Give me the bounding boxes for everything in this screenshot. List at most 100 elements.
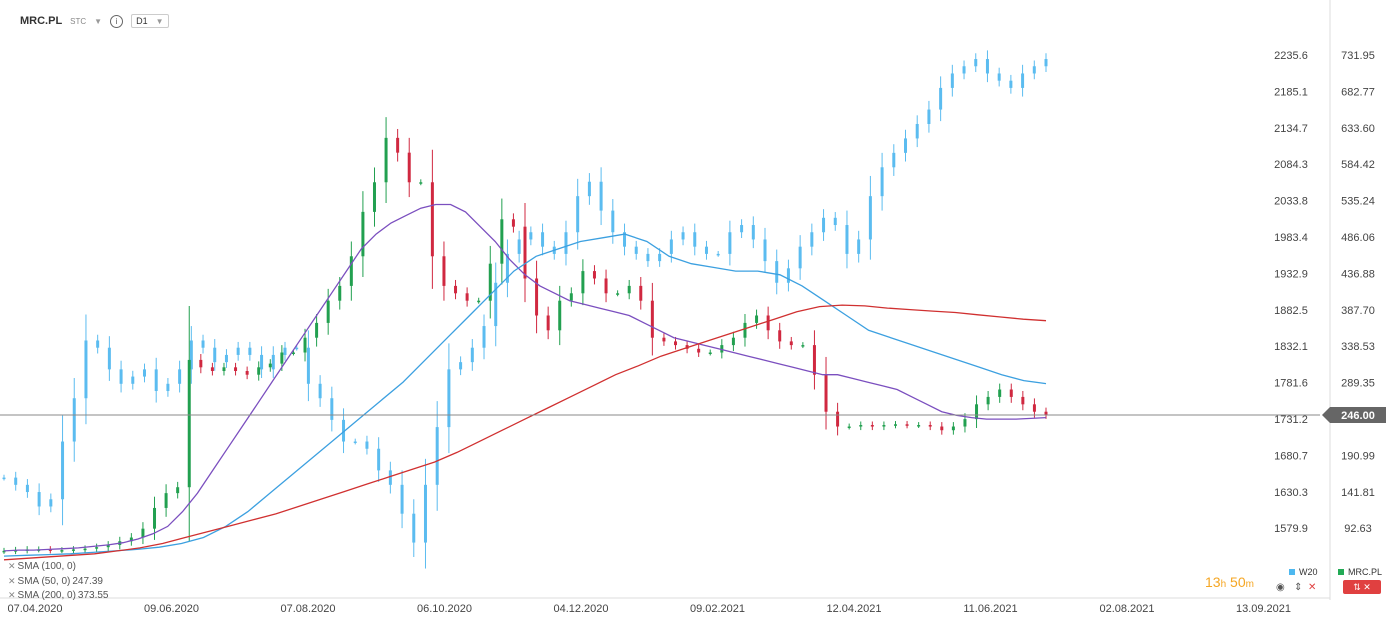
x-axis: 07.04.2020 09.06.2020 07.08.2020 06.10.2020… [0, 597, 1330, 615]
candle-body [599, 181, 603, 211]
candle-body [535, 278, 539, 316]
candle-body [786, 268, 790, 283]
candle-body [164, 493, 168, 508]
candle-body [905, 424, 909, 426]
candle-body [728, 232, 732, 254]
candle-body [326, 300, 330, 323]
candle-body [751, 225, 755, 240]
remove-instrument-button[interactable]: ⇅ ✕ [1343, 580, 1381, 594]
close-icon[interactable]: ✕ [1308, 582, 1317, 593]
candle-body [2, 550, 6, 553]
candle-body [260, 354, 264, 370]
candle-body [372, 182, 376, 212]
candle-body [488, 263, 492, 301]
reorder-icon[interactable]: ⇕ [1294, 582, 1303, 593]
candle-body [49, 499, 53, 507]
candle-body [142, 369, 146, 377]
candle-body [2, 477, 6, 480]
candle-body [576, 196, 580, 233]
candle-body [84, 340, 88, 399]
indicator-sma200[interactable]: ✕ SMA (200, 0) 373.55 [8, 590, 109, 601]
candle-body [755, 315, 759, 323]
w20-candles [2, 50, 1048, 569]
close-icon[interactable]: ✕ [8, 576, 16, 586]
candle-body [95, 547, 99, 549]
candle-body [558, 300, 562, 331]
candle-body [37, 492, 41, 507]
candle-body [893, 424, 897, 426]
candle-body [974, 59, 978, 67]
x-tick-label: 13.09.2021 [1236, 603, 1291, 615]
y-right-tick-label: 92.63 [1344, 523, 1372, 535]
candle-body [870, 425, 874, 427]
y-right-tick-label: 289.35 [1341, 378, 1375, 390]
candle-body [318, 383, 322, 399]
candle-body [315, 322, 319, 338]
candle-body [224, 354, 228, 363]
timer-m: m [1245, 579, 1254, 590]
candle-body [201, 340, 205, 348]
y-left-tick-label: 1882.5 [1274, 305, 1308, 317]
y-right-tick-label: 338.53 [1341, 341, 1375, 353]
y-right-tick-label: 584.42 [1341, 159, 1375, 171]
candle-body [824, 374, 828, 412]
candle-body [459, 362, 463, 370]
candle-body [650, 300, 654, 338]
candle-body [271, 354, 275, 370]
y-right-tick-label: 535.24 [1341, 196, 1375, 208]
candle-body [419, 182, 423, 184]
x-tick-label: 07.04.2020 [7, 603, 62, 615]
candle-body [342, 419, 346, 442]
sma-lines [3, 203, 1047, 561]
candle-body [685, 345, 689, 349]
candle-body [592, 271, 596, 279]
close-icon[interactable]: ✕ [8, 561, 16, 571]
candle-body [587, 181, 591, 197]
timer-minutes: 50 [1230, 574, 1246, 590]
legend-mrc[interactable]: MRC.PL [1338, 567, 1382, 577]
y-right-tick-label: 141.81 [1341, 487, 1375, 499]
candle-body [500, 219, 504, 264]
y-right-tick-label: 436.88 [1341, 268, 1375, 280]
y-axis-right: 731.95 682.77 633.60 584.42 535.24 486.06 436.… [1341, 50, 1375, 535]
y-right-tick-label: 190.99 [1341, 450, 1375, 462]
eye-icon[interactable]: ◉ [1276, 582, 1285, 593]
candle-body [985, 59, 989, 74]
x-tick-label: 02.08.2021 [1099, 603, 1154, 615]
candle-body [975, 404, 979, 420]
candle-body [740, 225, 744, 233]
indicator-sma100[interactable]: ✕ SMA (100, 0) [8, 561, 78, 572]
chevron-down-icon: ▼ [155, 16, 164, 26]
info-icon[interactable]: i [110, 14, 124, 28]
candle-body [604, 278, 608, 294]
symbol-label[interactable]: MRC.PL [20, 15, 63, 27]
x-tick-label: 06.10.2020 [417, 603, 472, 615]
indicator-sma50[interactable]: ✕ SMA (50, 0) 247.39 [8, 576, 103, 587]
candle-body [199, 359, 203, 368]
legend-w20[interactable]: W20 [1289, 567, 1318, 577]
candle-body [1044, 411, 1048, 415]
sma-line-1 [3, 203, 1047, 552]
x-tick-label: 09.02.2021 [690, 603, 745, 615]
candle-body [810, 232, 814, 247]
timeframe-select[interactable]: D1 ▼ [131, 14, 169, 28]
instrument-type: STC [70, 16, 87, 26]
x-tick-label: 04.12.2020 [553, 603, 608, 615]
candle-body [178, 369, 182, 384]
svg-text:246.00: 246.00 [1341, 410, 1375, 422]
y-right-tick-label: 633.60 [1341, 123, 1375, 135]
candle-body [986, 396, 990, 405]
candle-body [1044, 59, 1048, 67]
close-icon[interactable]: ✕ [8, 590, 16, 600]
candle-body [801, 345, 805, 347]
candle-body [291, 352, 295, 355]
timeframe-value: D1 [136, 16, 148, 26]
candle-body [541, 232, 545, 247]
timer-h: h [1220, 579, 1227, 590]
candle-body [1032, 66, 1036, 74]
candle-body [658, 253, 662, 262]
legend-label: W20 [1299, 567, 1318, 577]
y-left-tick-label: 1781.6 [1274, 378, 1308, 390]
chevron-down-icon[interactable]: ▼ [94, 16, 103, 26]
